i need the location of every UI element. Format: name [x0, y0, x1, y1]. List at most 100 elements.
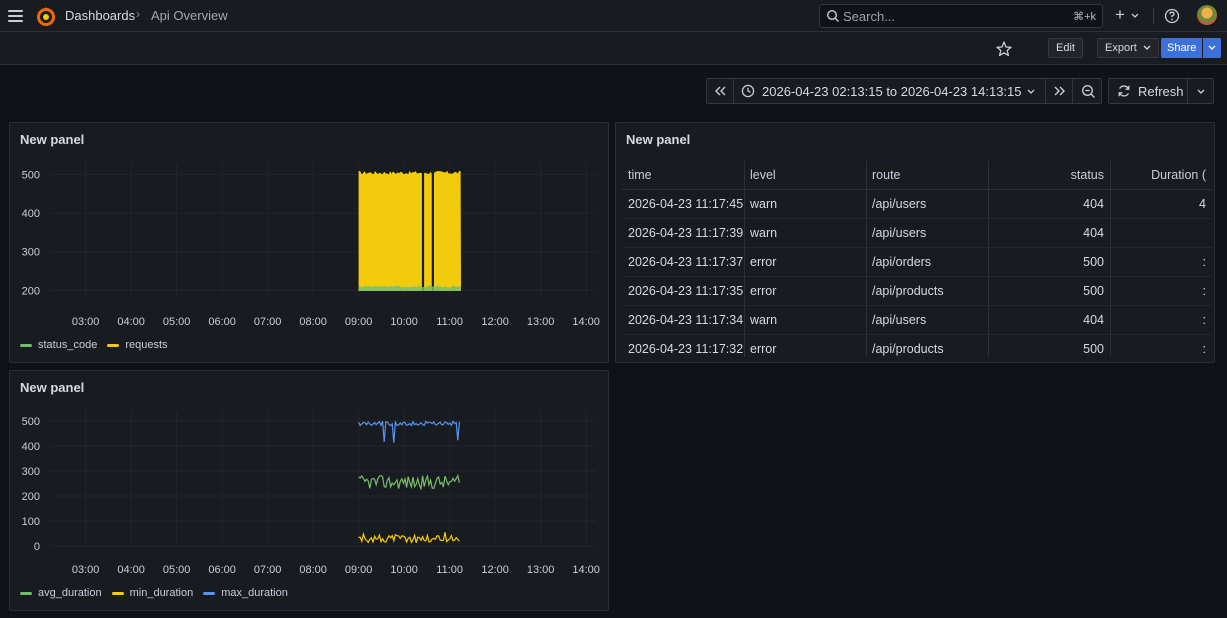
search-input[interactable]: Search... ⌘+k	[819, 4, 1103, 28]
top-bar: Dashboards › Api Overview Search... ⌘+k …	[0, 0, 1227, 32]
menu-icon[interactable]	[6, 6, 26, 26]
chevron-down-icon	[1197, 89, 1205, 94]
legend-label: status_code	[38, 339, 98, 351]
divider	[1153, 8, 1154, 24]
time-range-picker[interactable]: 2026-04-23 02:13:15 to 2026-04-23 14:13:…	[733, 78, 1046, 104]
chevrons-right-icon	[1054, 86, 1065, 96]
panel-logs-table[interactable]: New panel time level route status Durati…	[615, 122, 1215, 363]
table-cell-level: error	[750, 284, 777, 298]
table-cell-status: 500	[1083, 255, 1104, 269]
refresh-button[interactable]: Refresh	[1108, 78, 1188, 104]
y-tick-label: 200	[22, 491, 40, 503]
table-cell-time: 2026-04-23 11:17:39	[628, 226, 744, 240]
x-tick-label: 06:00	[208, 316, 236, 328]
table-row[interactable]: 2026-04-23 11:17:32 error/api/products 500…	[622, 335, 1212, 357]
table-row[interactable]: 2026-04-23 11:17:39 warn/api/users 404	[622, 219, 1212, 248]
y-tick-label: 300	[22, 247, 40, 259]
x-tick-label: 10:00	[390, 316, 418, 328]
table-row[interactable]: 2026-04-23 11:17:34 warn/api/users 404:	[622, 306, 1212, 335]
series-line-avg-duration	[358, 473, 460, 491]
x-tick-label: 04:00	[117, 564, 145, 576]
user-avatar[interactable]	[1197, 5, 1217, 25]
grafana-logo-icon[interactable]	[35, 5, 57, 27]
edit-button[interactable]: Edit	[1048, 38, 1083, 58]
table-row[interactable]: 2026-04-23 11:17:37 error/api/orders 500:	[622, 248, 1212, 277]
x-tick-label: 11:00	[436, 316, 463, 328]
legend-swatch	[107, 343, 120, 347]
series-area-status-code	[358, 285, 462, 292]
legend-label: max_duration	[221, 587, 288, 599]
x-tick-label: 12:00	[481, 564, 509, 576]
chevron-down-icon	[1208, 45, 1216, 50]
column-header-route[interactable]: route	[872, 168, 901, 182]
table-row[interactable]: 2026-04-23 11:17:45 warn/api/users 404 4	[622, 190, 1212, 219]
export-button[interactable]: Export	[1097, 38, 1159, 58]
refresh-interval-dropdown[interactable]	[1187, 78, 1214, 104]
x-tick-label: 07:00	[254, 564, 282, 576]
x-tick-label: 09:00	[345, 316, 373, 328]
series-line-max-duration	[358, 419, 460, 443]
column-header-time[interactable]: time	[628, 168, 652, 182]
legend-label: requests	[125, 339, 168, 351]
legend-item-avg-duration[interactable]: avg_duration	[20, 587, 102, 599]
panel-title: New panel	[626, 132, 691, 147]
table-cell-time: 2026-04-23 11:17:45	[628, 197, 744, 211]
legend-item-status-code[interactable]: status_code	[20, 339, 97, 351]
table-cell-route: /api/users	[872, 197, 927, 211]
help-icon[interactable]	[1163, 7, 1181, 25]
logs-table[interactable]: time level route status Duration ( 2026-…	[622, 161, 1212, 357]
x-tick-label: 13:00	[527, 564, 555, 576]
legend-item-max-duration[interactable]: max_duration	[203, 587, 288, 599]
table-cell-route: /api/products	[872, 342, 944, 356]
series-area-requests	[358, 170, 462, 292]
table-cell-route: /api/products	[872, 284, 944, 298]
zoom-out-button[interactable]	[1072, 78, 1102, 104]
x-tick-label: 13:00	[527, 316, 555, 328]
y-tick-label: 200	[22, 285, 40, 297]
table-cell-duration: 4	[1199, 197, 1206, 211]
panel-requests[interactable]: New panel 03:00 04:00 05:00 06:00 07:00 08:00…	[9, 122, 609, 363]
star-icon[interactable]	[994, 39, 1014, 59]
x-tick-label: 09:00	[345, 564, 373, 576]
table-cell-route: /api/users	[872, 226, 927, 240]
requests-chart[interactable]: 03:00 04:00 05:00 06:00 07:00 08:00 09:00 10:00…	[10, 155, 608, 340]
x-tick-label: 14:00	[572, 316, 600, 328]
y-tick-label: 300	[22, 466, 40, 478]
panel-durations[interactable]: New panel 03:00 04:00 05:00 06:00 07:00 08:00…	[9, 370, 609, 611]
share-button[interactable]: Share	[1161, 38, 1202, 58]
table-cell-time: 2026-04-23 11:17:35	[628, 284, 744, 298]
time-range-forward-button[interactable]	[1045, 78, 1073, 104]
y-tick-label: 400	[22, 208, 40, 220]
x-tick-label: 05:00	[163, 564, 191, 576]
series-gap	[431, 169, 434, 292]
refresh-icon	[1118, 85, 1130, 97]
table-cell-time: 2026-04-23 11:17:34	[628, 313, 744, 327]
table-row[interactable]: 2026-04-23 11:17:35 error/api/products 500…	[622, 277, 1212, 306]
y-tick-label: 100	[22, 516, 40, 528]
chevron-down-icon	[1131, 13, 1139, 18]
panel-title: New panel	[20, 132, 85, 147]
plus-icon: +	[1115, 5, 1125, 24]
column-divider	[866, 161, 867, 357]
share-dropdown-button[interactable]	[1203, 38, 1221, 58]
series-gap	[421, 169, 425, 292]
time-range-back-button[interactable]	[706, 78, 734, 104]
x-tick-label: 05:00	[163, 316, 191, 328]
table-cell-level: error	[750, 342, 777, 356]
chart-legend: status_code requests	[20, 339, 168, 351]
y-tick-label: 400	[22, 441, 40, 453]
column-header-status[interactable]: status	[1070, 168, 1104, 182]
legend-item-requests[interactable]: requests	[107, 339, 168, 351]
x-tick-label: 11:00	[436, 564, 463, 576]
breadcrumb-dashboards[interactable]: Dashboards	[65, 8, 136, 23]
durations-chart[interactable]: 03:00 04:00 05:00 06:00 07:00 08:00 09:00 10:00…	[10, 403, 608, 588]
column-header-level[interactable]: level	[750, 168, 776, 182]
y-tick-label: 500	[22, 416, 40, 428]
chart-legend: avg_duration min_duration max_duration	[20, 587, 288, 599]
column-header-duration[interactable]: Duration (	[1151, 168, 1206, 182]
table-cell-status: 404	[1083, 197, 1104, 211]
new-menu-button[interactable]: +	[1112, 5, 1144, 26]
legend-item-min-duration[interactable]: min_duration	[111, 587, 193, 599]
search-icon	[826, 9, 839, 22]
table-cell-duration: :	[1202, 284, 1206, 298]
